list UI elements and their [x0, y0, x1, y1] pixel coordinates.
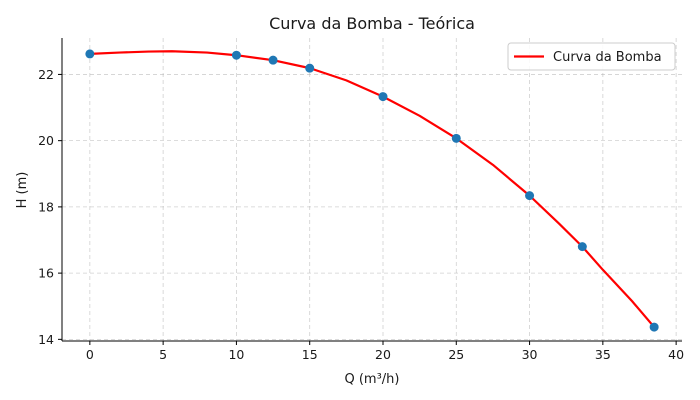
series-layer	[85, 49, 659, 332]
legend-box	[507, 42, 676, 71]
legend-label: Curva da Bomba	[553, 50, 662, 65]
data-point	[85, 49, 95, 59]
y-axis-label: H (m)	[15, 172, 30, 209]
x-axis-label: Q (m³/h)	[344, 372, 399, 387]
data-point	[305, 63, 315, 73]
data-point	[231, 50, 241, 60]
y-tick-label: 18	[38, 199, 54, 214]
data-point	[649, 322, 659, 332]
chart-title: Curva da Bomba - Teórica	[269, 14, 475, 33]
x-tick-label: 20	[375, 347, 391, 362]
y-tick-label: 14	[38, 332, 54, 347]
grid-lines	[62, 38, 682, 341]
y-tick-label: 22	[38, 67, 54, 82]
data-point	[577, 242, 587, 252]
x-tick-label: 40	[668, 347, 684, 362]
data-point	[378, 92, 388, 102]
x-tick-label: 35	[595, 347, 611, 362]
legend: Curva da Bomba	[507, 42, 676, 71]
x-axis-ticks: 0 5 10 15 20 25 30 35 40	[86, 341, 684, 362]
y-tick-label: 20	[38, 133, 54, 148]
data-point	[451, 133, 461, 143]
x-tick-label: 10	[228, 347, 244, 362]
x-tick-label: 0	[86, 347, 94, 362]
x-tick-label: 30	[522, 347, 538, 362]
data-point	[268, 55, 278, 65]
x-tick-label: 5	[159, 347, 167, 362]
axes	[61, 38, 682, 342]
x-tick-label: 25	[448, 347, 464, 362]
pump-curve-line	[88, 50, 656, 329]
y-tick-label: 16	[38, 266, 54, 281]
x-tick-label: 15	[302, 347, 318, 362]
y-axis-ticks: 14 16 18 20 22	[38, 67, 62, 347]
data-point	[525, 191, 535, 201]
